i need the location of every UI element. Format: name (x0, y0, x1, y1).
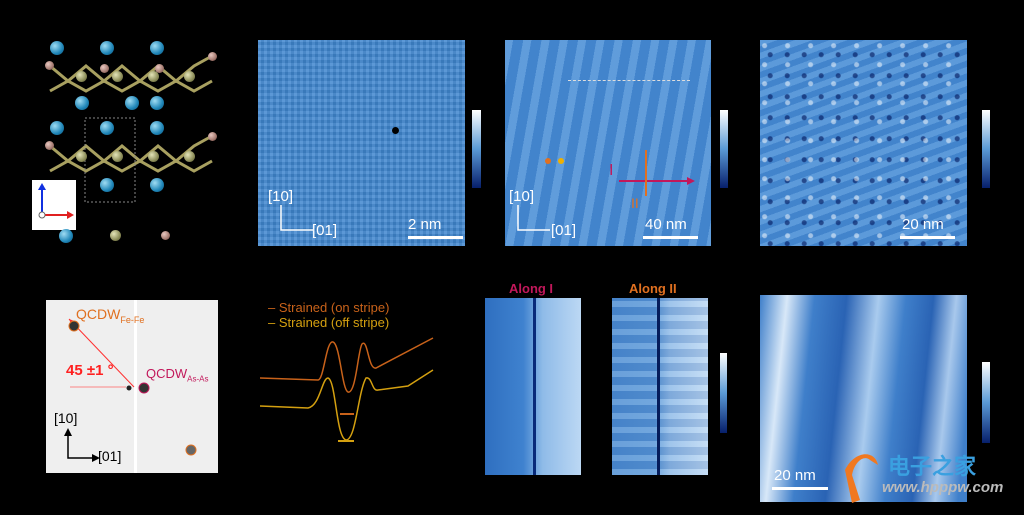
colorbar (982, 110, 990, 188)
direction-arrows-icon (517, 205, 550, 231)
dir-horizontal: [01] (98, 448, 122, 464)
scale-label: 20 nm (774, 467, 816, 484)
dir-horizontal: [01] (312, 222, 338, 239)
legend-item-off-stripe: – Strained (off stripe) (268, 315, 390, 330)
marker-dot (392, 127, 399, 134)
scale-bar (643, 236, 698, 239)
as-atom-legend (59, 229, 73, 243)
colorbar (720, 353, 727, 433)
spectrum-dot-off (558, 158, 564, 164)
axes-legend (32, 180, 76, 230)
spectra-legend: – Strained (on stripe) – Strained (off s… (268, 300, 389, 330)
linecut-along-I (485, 298, 581, 475)
stripe-topography: 20 nm (760, 295, 967, 502)
colorbar (982, 362, 990, 443)
dir-horizontal: [01] (551, 222, 577, 239)
colorbar (472, 110, 481, 188)
line-I-label: I (609, 162, 614, 179)
spectrum-on-stripe (259, 337, 434, 393)
direction-arrows-icon (280, 205, 313, 231)
xyz-axes-icon (38, 183, 74, 219)
crystal-structure (40, 36, 220, 206)
linecut-arrows-icon (619, 150, 695, 196)
watermark-text: 电子之家 (888, 454, 977, 479)
fft-annotations (64, 318, 197, 462)
dir-vertical: [10] (268, 188, 294, 205)
topography-atomic: [10] [01] 2 nm (258, 40, 465, 246)
linecut-along-II (612, 298, 708, 475)
watermark-logo-icon (845, 454, 878, 503)
colorbar (720, 110, 728, 188)
scale-bar (408, 236, 463, 239)
scale-bar (900, 236, 955, 239)
fft-center-line (134, 300, 137, 473)
dir-vertical: [10] (54, 410, 78, 426)
watermark-url: www.hpppw.com (882, 479, 1004, 496)
legend-item-on-stripe: – Strained (on stripe) (268, 300, 390, 315)
angle-label: 45 ±1 ° (66, 362, 114, 379)
scale-bar (772, 487, 828, 490)
fft-image: QCDWFe-Fe 45 ±1 ° QCDWAs-As [10] [01] (46, 300, 218, 473)
topography-defects: 20 nm (760, 40, 967, 246)
title-along-I: Along I (509, 281, 554, 296)
dir-vertical: [10] (509, 188, 535, 205)
scale-label: 20 nm (902, 216, 944, 233)
scale-label: 2 nm (408, 216, 442, 233)
spectrum-off-stripe (259, 369, 434, 441)
spectra-plot (259, 337, 434, 442)
spectrum-dot-on (545, 158, 551, 164)
qcdw-asas-label: QCDWAs-As (146, 366, 209, 384)
qcdw-fefe-label: QCDWFe-Fe (76, 306, 145, 325)
se-atom-legend (161, 231, 170, 240)
line-II-label: II (631, 195, 639, 211)
fe-atom-legend (110, 230, 121, 241)
title-along-II: Along II (629, 281, 677, 296)
topography-large: I II [10] [01] 40 nm (505, 40, 711, 246)
zoom-box (568, 80, 690, 82)
scale-label: 40 nm (645, 216, 687, 233)
